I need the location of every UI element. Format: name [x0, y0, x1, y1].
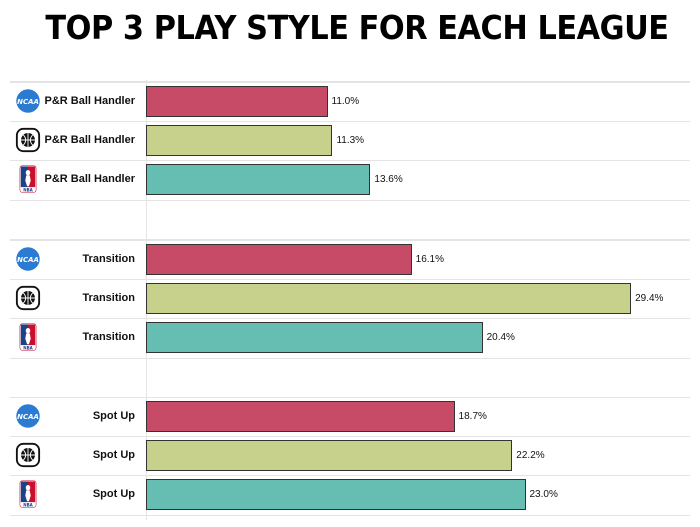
bar-row: P&R Ball Handler 11.0% — [0, 82, 700, 121]
bar-fiba — [146, 125, 333, 157]
category-label: Transition — [82, 331, 135, 344]
ncaa-logo-icon — [14, 401, 42, 431]
gridline — [10, 318, 690, 319]
category-label: Transition — [82, 292, 135, 305]
bar-row: Spot Up 23.0% — [0, 475, 700, 514]
fiba-logo-icon — [14, 283, 42, 313]
bar-ncaa — [146, 86, 328, 117]
gridline — [10, 81, 690, 82]
nba-logo-icon — [14, 164, 42, 194]
ncaa-logo-icon — [14, 86, 42, 116]
bar-fiba — [146, 283, 632, 315]
value-label: 20.4% — [486, 332, 515, 344]
category-label: P&R Ball Handler — [44, 95, 135, 107]
gridline — [10, 397, 690, 398]
bar-nba — [146, 479, 526, 511]
value-label: 29.4% — [635, 293, 664, 305]
bar-row: P&R Ball Handler 11.3% — [0, 121, 700, 160]
gridline — [10, 200, 690, 201]
category-label: P&R Ball Handler — [44, 173, 135, 186]
bar-nba — [146, 164, 371, 196]
chart-title: TOP 3 PLAY STYLE FOR EACH LEAGUE — [45, 8, 669, 47]
gridline — [10, 82, 690, 83]
bar-ncaa — [146, 401, 455, 432]
fiba-logo-icon — [14, 440, 42, 470]
value-label: 13.6% — [374, 174, 403, 186]
value-label: 11.3% — [336, 135, 365, 147]
gridline — [10, 279, 690, 280]
gridline — [10, 436, 690, 437]
category-label: P&R Ball Handler — [44, 134, 135, 147]
gridline — [10, 240, 690, 241]
gridline — [10, 239, 690, 240]
gridline — [10, 160, 690, 161]
bar-row: Transition 29.4% — [0, 279, 700, 318]
bar-row: Spot Up 18.7% — [0, 397, 700, 436]
nba-logo-icon — [14, 322, 42, 352]
bar-row: P&R Ball Handler 13.6% — [0, 160, 700, 199]
bar-ncaa — [146, 244, 412, 275]
value-label: 23.0% — [529, 489, 558, 501]
category-label: Spot Up — [92, 488, 135, 501]
category-label: Spot Up — [92, 410, 135, 422]
category-label: Transition — [82, 253, 135, 265]
bar-nba — [146, 322, 483, 354]
bar-row: Spot Up 22.2% — [0, 436, 700, 475]
gridline — [10, 358, 690, 359]
value-label: 18.7% — [458, 411, 487, 422]
bar-fiba — [146, 440, 513, 472]
gridline — [10, 121, 690, 122]
ncaa-logo-icon — [14, 244, 42, 274]
fiba-logo-icon — [14, 125, 42, 155]
value-label: 22.2% — [516, 450, 545, 462]
category-label: Spot Up — [92, 449, 135, 462]
value-label: 16.1% — [415, 254, 444, 265]
value-label: 11.0% — [331, 96, 360, 107]
gridline — [10, 475, 690, 476]
gridline — [10, 515, 690, 516]
nba-logo-icon — [14, 479, 42, 509]
bar-row: Transition 20.4% — [0, 318, 700, 357]
bar-row: Transition 16.1% — [0, 240, 700, 279]
